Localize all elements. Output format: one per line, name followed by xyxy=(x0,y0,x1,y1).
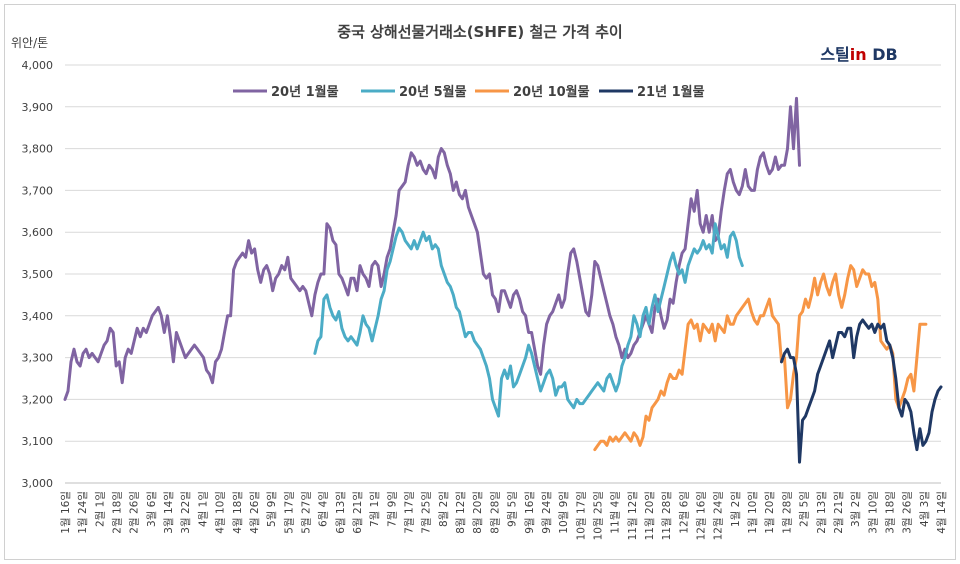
x-tick-label: 11월 12일 xyxy=(626,491,639,540)
y-axis-ticks: 3,000 3,100 3,200 3,300 3,400 3,500 3,600 3,700… xyxy=(22,59,54,490)
y-tick-label: 3,400 xyxy=(22,310,54,323)
x-tick-label: 5월 27일 xyxy=(299,491,312,534)
brand-logo-part2: in xyxy=(850,45,867,64)
series-line-3 xyxy=(593,264,928,452)
x-tick-label: 3월 22일 xyxy=(179,491,192,534)
brand-logo: 스틸in DB xyxy=(820,45,897,64)
x-tick-label: 5월 9일 xyxy=(265,491,278,527)
x-tick-label: 10월 9일 xyxy=(557,491,570,534)
x-tick-label: 11월 4일 xyxy=(609,491,622,534)
x-tick-label: 12월 16일 xyxy=(695,491,708,540)
y-tick-label: 3,300 xyxy=(22,352,54,365)
y-tick-label: 3,000 xyxy=(22,477,54,490)
legend-label: 20년 1월물 xyxy=(271,84,339,100)
x-tick-label: 1월 20일 xyxy=(763,491,776,534)
x-axis-ticks: 1월 16일 1월 24일 2월 1일 2월 18일 2월 26일 3월 6일 3월 14일… xyxy=(59,491,948,540)
brand-logo-part1: 스틸 xyxy=(820,45,849,64)
x-tick-label: 3월 10일 xyxy=(866,491,879,534)
x-tick-label: 6월 13일 xyxy=(334,491,347,534)
x-tick-label: 4월 3일 xyxy=(918,491,931,527)
x-tick-label: 3월 6일 xyxy=(145,491,158,527)
x-tick-label: 11월 20일 xyxy=(643,491,656,540)
x-tick-label: 1월 28일 xyxy=(780,491,793,534)
x-tick-label: 6월 21일 xyxy=(351,491,364,534)
y-tick-label: 3,100 xyxy=(22,435,54,448)
x-tick-label: 2월 5일 xyxy=(798,491,811,527)
brand-logo-part3: DB xyxy=(867,45,898,64)
x-tick-label: 2월 26일 xyxy=(128,491,141,534)
x-tick-label: 2월 21일 xyxy=(832,491,845,534)
y-tick-label: 3,900 xyxy=(22,101,54,114)
legend-label: 20년 5월물 xyxy=(399,84,467,100)
x-tick-label: 4월 26일 xyxy=(248,491,261,534)
x-tick-label: 1월 24일 xyxy=(76,491,89,534)
series-lines xyxy=(63,96,943,464)
y-axis-unit-label: 위안/톤 xyxy=(11,36,48,50)
x-tick-label: 4월 14일 xyxy=(935,491,948,534)
x-tick-label: 4월 10일 xyxy=(214,491,227,534)
x-tick-label: 10월 17일 xyxy=(574,491,587,540)
x-tick-label: 12월 24일 xyxy=(712,491,725,540)
y-tick-label: 4,000 xyxy=(22,59,54,72)
x-tick-label: 10월 25일 xyxy=(591,491,604,540)
x-tick-label: 7월 17일 xyxy=(403,491,416,534)
x-tick-label: 9월 16일 xyxy=(523,491,536,534)
x-tick-label: 1월 2일 xyxy=(729,491,742,527)
chart-title: 중국 상해선물거래소(SHFE) 철근 가격 추이 xyxy=(337,23,622,41)
y-tick-label: 3,600 xyxy=(22,226,54,239)
svg-text:스틸in DB: 스틸in DB xyxy=(820,45,897,64)
x-tick-label: 8월 2일 xyxy=(437,491,450,527)
x-tick-label: 8월 28일 xyxy=(488,491,501,534)
x-tick-label: 4월 18일 xyxy=(231,491,244,534)
x-tick-label: 2월 13일 xyxy=(815,491,828,534)
gridlines xyxy=(65,64,941,484)
legend: 20년 1월물 20년 5월물 20년 10월물 21년 1월물 xyxy=(233,84,705,100)
y-tick-label: 3,800 xyxy=(22,143,54,156)
series-line-2 xyxy=(313,222,744,418)
x-tick-label: 3월 2일 xyxy=(849,491,862,527)
chart-canvas: 중국 상해선물거래소(SHFE) 철근 가격 추이 위안/톤 스틸in DB 3… xyxy=(11,23,948,540)
x-tick-label: 3월 26일 xyxy=(901,491,914,534)
x-tick-label: 7월 9일 xyxy=(385,491,398,527)
x-tick-label: 3월 14일 xyxy=(162,491,175,534)
x-tick-label: 1월 16일 xyxy=(59,491,72,534)
y-tick-label: 3,700 xyxy=(22,184,54,197)
x-tick-label: 2월 1일 xyxy=(93,491,106,527)
y-tick-label: 3,200 xyxy=(22,393,54,406)
chart-frame: 중국 상해선물거래소(SHFE) 철근 가격 추이 위안/톤 스틸in DB 3… xyxy=(4,4,956,560)
x-tick-label: 6월 4일 xyxy=(317,491,330,527)
x-tick-label: 12월 6일 xyxy=(677,491,690,534)
series-line-4 xyxy=(780,318,943,464)
x-tick-label: 3월 18일 xyxy=(883,491,896,534)
x-tick-label: 11월 28일 xyxy=(660,491,673,540)
x-tick-label: 8월 20일 xyxy=(471,491,484,534)
x-tick-label: 7월 1일 xyxy=(368,491,381,527)
x-tick-label: 5월 17일 xyxy=(282,491,295,534)
legend-label: 20년 10월물 xyxy=(513,84,590,100)
y-tick-label: 3,500 xyxy=(22,268,54,281)
x-tick-label: 7월 25일 xyxy=(420,491,433,534)
x-tick-label: 1월 10일 xyxy=(746,491,759,534)
legend-label: 21년 1월물 xyxy=(637,84,705,100)
x-tick-label: 9월 5일 xyxy=(506,491,519,527)
x-tick-label: 4월 1일 xyxy=(196,491,209,527)
x-tick-label: 2월 18일 xyxy=(111,491,124,534)
x-tick-label: 8월 12일 xyxy=(454,491,467,534)
series-line-1 xyxy=(63,96,801,401)
x-tick-label: 9월 24일 xyxy=(540,491,553,534)
